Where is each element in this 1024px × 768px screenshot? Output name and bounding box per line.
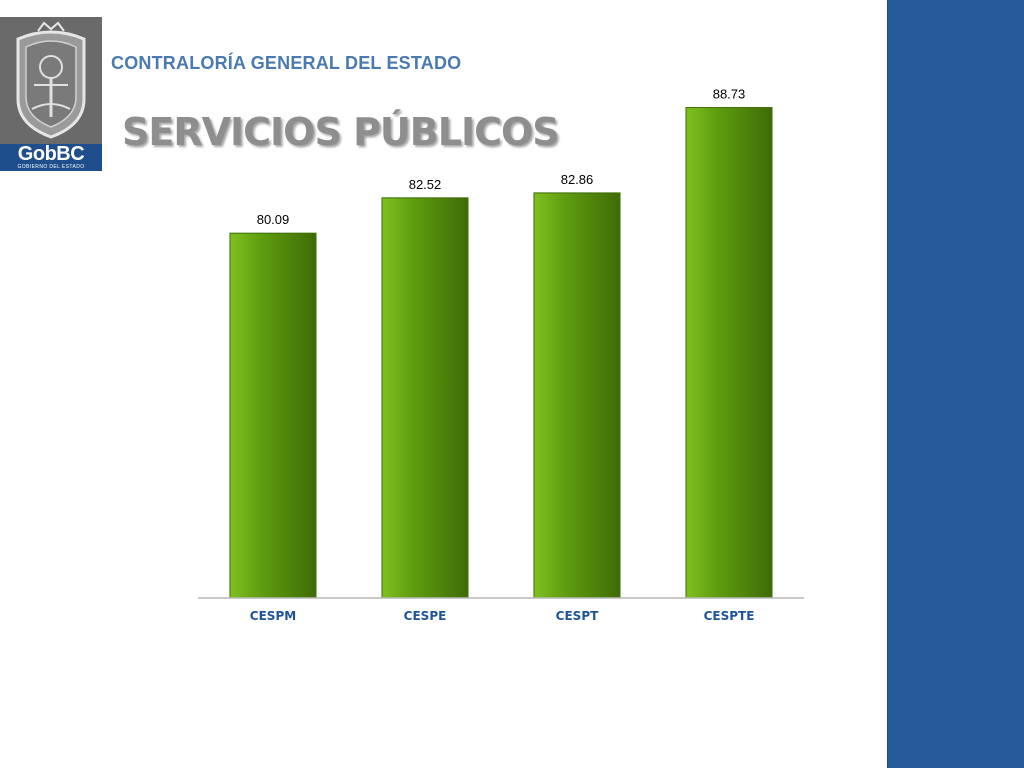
logo-subtitle: GOBIERNO DEL ESTADO: [17, 164, 85, 170]
category-label-cespe: CESPE: [404, 609, 447, 623]
bar-cespt: [533, 192, 621, 599]
data-label-cespm: 80.09: [257, 212, 290, 227]
bar-chart: 80.09 CESPM 82.52 CESPE 82.86 CESPT 88.73 CESPT…: [198, 87, 804, 623]
bar-cespe: [381, 197, 469, 599]
data-label-cespe: 82.52: [409, 177, 442, 192]
slide-title: SERVICIOS PÚBLICOS: [122, 110, 560, 154]
category-label-cespte: CESPTE: [704, 609, 755, 623]
data-label-cespte: 88.73: [713, 87, 746, 102]
logo-band: GobBC GOBIERNO DEL ESTADO: [0, 144, 102, 171]
bar-cespte: [685, 107, 773, 599]
category-label-cespt: CESPT: [556, 609, 599, 623]
bar-cespm: [229, 232, 317, 599]
labels-layer: 80.09 CESPM 82.52 CESPE 82.86 CESPT 88.73 CESPT…: [250, 87, 755, 623]
category-label-cespm: CESPM: [250, 609, 296, 623]
data-label-cespt: 82.86: [561, 172, 594, 187]
gobbc-logo: GobBC GOBIERNO DEL ESTADO: [0, 17, 102, 171]
decorative-side-bar: [887, 0, 1024, 768]
state-seal-icon: [16, 21, 86, 139]
logo-brand-text: GobBC: [17, 143, 85, 165]
bars-layer: [229, 107, 773, 599]
organization-name: CONTRALORÍA GENERAL DEL ESTADO: [111, 53, 462, 73]
